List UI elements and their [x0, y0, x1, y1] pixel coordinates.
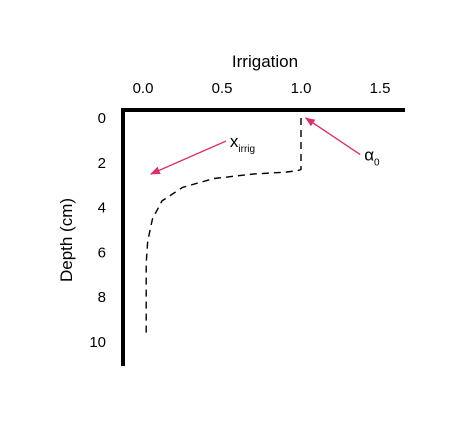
annotation-arrow [306, 118, 360, 155]
y-tick-label: 0 [98, 110, 106, 127]
x-tick-label: 1.0 [291, 80, 312, 97]
y-tick-label: 10 [89, 334, 106, 351]
series-line [146, 118, 301, 335]
y-axis-title: Depth (cm) [57, 198, 76, 282]
annotation-label-subscript: irrig [238, 144, 255, 155]
x-tick-label: 1.5 [370, 80, 391, 97]
y-tick-label: 6 [98, 244, 106, 261]
y-tick-label: 4 [98, 200, 106, 217]
annotation-label-subscript: 0 [374, 158, 380, 169]
annotation-label: xirrig [230, 132, 255, 155]
y-tick-label: 8 [98, 289, 106, 306]
x-tick-label: 0.5 [212, 80, 233, 97]
annotation-arrow [151, 141, 226, 174]
annotation-label-base: α [364, 146, 374, 165]
x-axis-title: Irrigation [232, 52, 298, 71]
y-tick-label: 2 [98, 155, 106, 172]
x-tick-label: 0.0 [133, 80, 154, 97]
annotation-label: α0 [364, 146, 380, 169]
